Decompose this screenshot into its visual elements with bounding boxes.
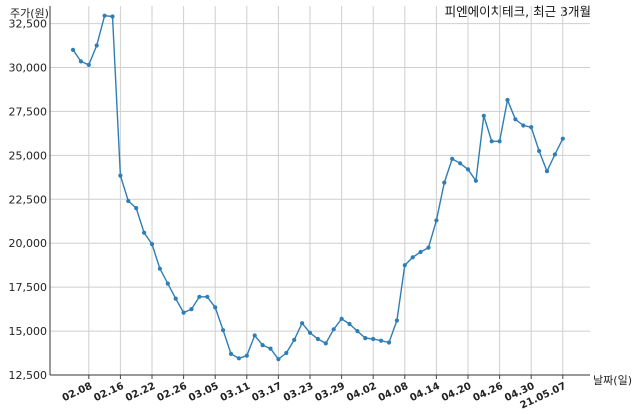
x-tick-label: 04.08 (377, 381, 410, 404)
data-point (473, 178, 478, 183)
x-axis-title: 날짜(일) (593, 373, 632, 387)
data-point (86, 62, 91, 67)
data-point (355, 329, 360, 334)
data-point (402, 263, 407, 268)
y-tick-label: 17,500 (9, 281, 48, 294)
y-tick-label: 30,000 (9, 62, 48, 75)
data-point (197, 294, 202, 299)
data-point (221, 328, 226, 333)
y-tick-label: 15,000 (9, 325, 48, 338)
data-point (102, 13, 107, 18)
data-point (450, 156, 455, 161)
y-tick-label: 25,000 (9, 149, 48, 162)
data-point (244, 353, 249, 358)
chart-title: 피엔에이치테크, 최근 3개월 (445, 4, 591, 19)
data-point (173, 296, 178, 301)
data-point (347, 321, 352, 327)
y-tick-label: 20,000 (9, 237, 48, 250)
data-point (228, 351, 234, 356)
data-point (458, 161, 463, 166)
x-tick-label: 02.22 (124, 381, 157, 404)
data-point (94, 43, 99, 48)
grid-lines (50, 6, 590, 376)
x-tick-label: 02.16 (92, 381, 125, 404)
y-tick-label: 32,500 (9, 18, 48, 31)
data-point (70, 47, 76, 53)
data-point (276, 357, 281, 362)
data-point (521, 123, 526, 128)
data-point (489, 139, 494, 144)
x-tick-label: 04.20 (440, 381, 473, 404)
x-tick-label: 04.26 (472, 381, 505, 404)
x-tick-label: 04.02 (345, 381, 378, 404)
data-point (386, 340, 392, 345)
data-point (149, 242, 155, 247)
series-price (70, 13, 565, 362)
data-point (78, 59, 83, 64)
data-point (323, 341, 328, 346)
y-tick-label: 12,500 (9, 369, 48, 382)
data-point (118, 173, 123, 178)
x-tick-label: 03.23 (282, 381, 315, 404)
data-point (284, 350, 289, 356)
data-point (363, 336, 368, 341)
data-point (142, 230, 147, 235)
data-point (339, 316, 344, 321)
x-tick-label: 02.26 (156, 381, 189, 404)
data-point (505, 97, 510, 103)
x-tick-label: 04.14 (408, 381, 441, 404)
data-point (379, 338, 384, 343)
data-point (292, 337, 297, 342)
data-point (442, 180, 447, 185)
data-point (213, 305, 218, 310)
data-point (497, 139, 502, 144)
data-point (189, 307, 194, 312)
data-point (126, 198, 131, 204)
data-point (165, 281, 170, 286)
data-point (410, 255, 415, 260)
x-tick-label: 03.17 (250, 381, 283, 404)
y-tick-labels: 12,500 15,000 17,500 20,000 22,500 25,000 27,5… (9, 18, 48, 382)
data-point (481, 113, 486, 118)
data-point (157, 266, 162, 271)
x-tick-label: 03.29 (314, 381, 347, 404)
data-point (331, 327, 336, 332)
data-point (134, 206, 139, 211)
data-point (307, 330, 313, 335)
data-point (465, 167, 471, 172)
data-point (315, 336, 320, 342)
data-point (418, 249, 423, 255)
y-tick-label: 27,500 (9, 105, 48, 118)
x-tick-label: 03.05 (187, 381, 220, 404)
x-tick-label: 02.08 (61, 381, 94, 404)
data-point (300, 321, 305, 326)
data-point (552, 152, 558, 157)
data-point (513, 117, 518, 122)
y-tick-label: 22,500 (9, 193, 48, 206)
data-point (268, 346, 273, 351)
data-point (560, 136, 565, 141)
x-tick-label: 03.11 (219, 381, 252, 404)
axes (49, 6, 590, 379)
data-point (205, 294, 210, 299)
data-point (537, 148, 542, 154)
data-point (236, 356, 241, 361)
data-point (544, 169, 550, 174)
data-point (426, 245, 431, 250)
data-point (181, 310, 186, 315)
data-point (434, 218, 439, 223)
data-point (110, 14, 115, 19)
y-axis-title: 주가(원) (10, 7, 49, 20)
x-tick-labels: 02.0802.1602.2202.2603.0503.1103.1703.23… (61, 381, 568, 412)
data-point (260, 343, 265, 348)
data-point (529, 125, 534, 130)
data-point (252, 333, 257, 338)
data-point (394, 318, 399, 323)
data-point (371, 336, 376, 342)
